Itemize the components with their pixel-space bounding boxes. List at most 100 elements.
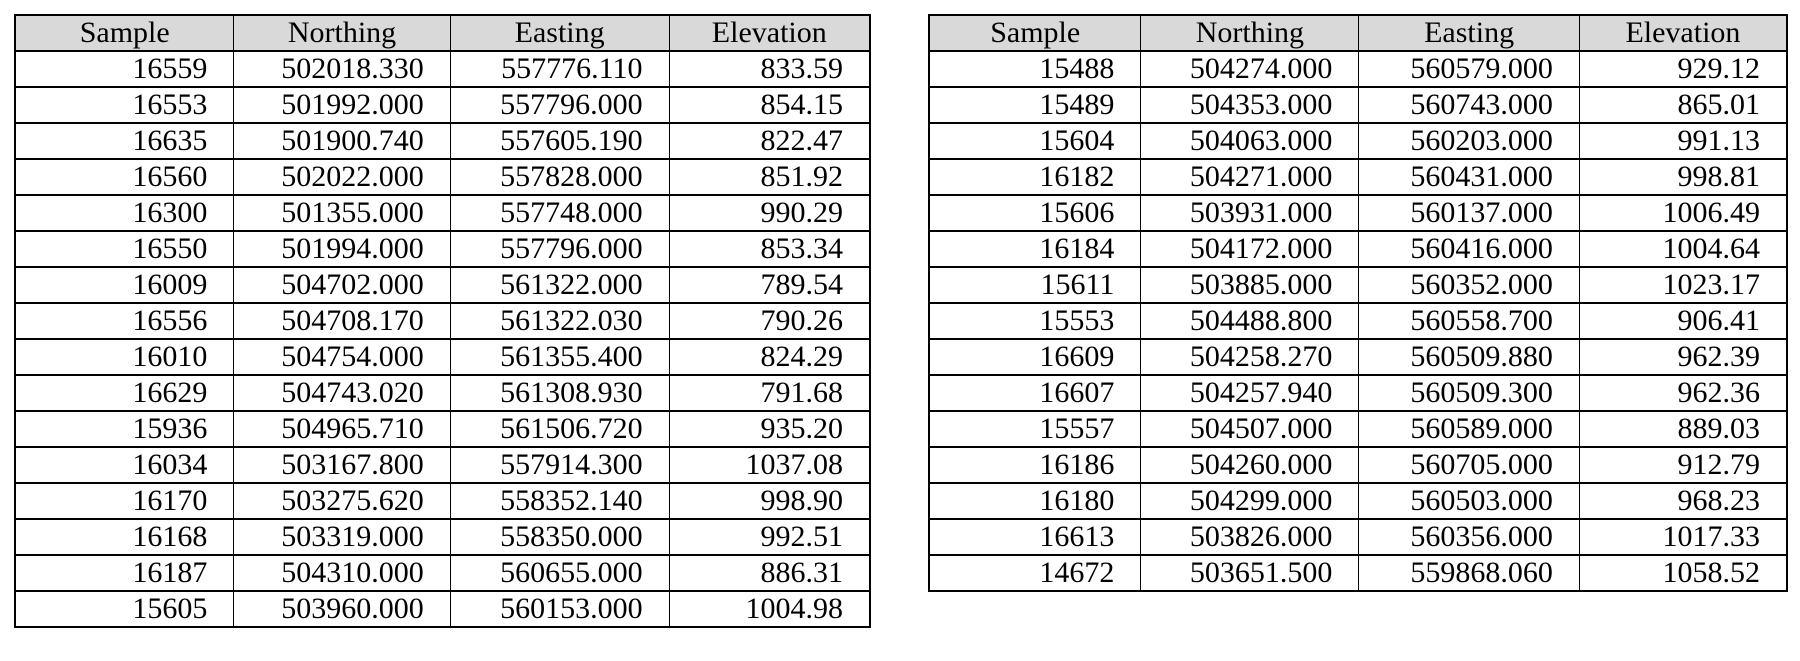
cell-elevation: 990.29: [668, 194, 871, 232]
cell-elevation: 1004.64: [1578, 230, 1788, 268]
cell-sample: 16186: [928, 446, 1142, 484]
cell-sample: 14672: [928, 554, 1142, 592]
column-header-elevation: Elevation: [1578, 14, 1788, 52]
cell-easting: 557796.000: [449, 86, 670, 124]
cell-elevation: 998.81: [1578, 158, 1788, 196]
table-row: 16170 503275.620 558352.140 998.90: [14, 482, 871, 520]
cell-easting: 560153.000: [449, 590, 670, 628]
cell-elevation: 824.29: [668, 338, 871, 376]
cell-easting: 560416.000: [1358, 230, 1580, 268]
cell-northing: 504965.710: [233, 410, 451, 448]
cell-northing: 503931.000: [1140, 194, 1360, 232]
cell-elevation: 992.51: [668, 518, 871, 556]
cell-northing: 504488.800: [1140, 302, 1360, 340]
cell-northing: 501900.740: [233, 122, 451, 160]
cell-northing: 501355.000: [233, 194, 451, 232]
cell-sample: 15606: [928, 194, 1142, 232]
cell-easting: 557776.110: [449, 50, 670, 88]
cell-northing: 501992.000: [233, 86, 451, 124]
cell-elevation: 889.03: [1578, 410, 1788, 448]
cell-elevation: 791.68: [668, 374, 871, 412]
cell-sample: 16187: [14, 554, 235, 592]
table-row: 16560 502022.000 557828.000 851.92: [14, 158, 871, 196]
sample-table-left-container: Sample Northing Easting Elevation 16559 5…: [14, 14, 871, 628]
cell-northing: 504258.270: [1140, 338, 1360, 376]
cell-easting: 561308.930: [449, 374, 670, 412]
cell-sample: 15489: [928, 86, 1142, 124]
cell-northing: 504708.170: [233, 302, 451, 340]
header-row: Sample Northing Easting Elevation: [928, 14, 1788, 52]
table-row: 15604 504063.000 560203.000 991.13: [928, 122, 1788, 160]
cell-elevation: 853.34: [668, 230, 871, 268]
cell-elevation: 998.90: [668, 482, 871, 520]
column-header-northing: Northing: [233, 14, 451, 52]
cell-easting: 561322.000: [449, 266, 670, 304]
cell-northing: 504260.000: [1140, 446, 1360, 484]
cell-easting: 560137.000: [1358, 194, 1580, 232]
cell-sample: 16180: [928, 482, 1142, 520]
cell-sample: 16560: [14, 158, 235, 196]
table-row: 14672 503651.500 559868.060 1058.52: [928, 554, 1788, 592]
table-row: 16168 503319.000 558350.000 992.51: [14, 518, 871, 556]
cell-elevation: 1023.17: [1578, 266, 1788, 304]
cell-elevation: 886.31: [668, 554, 871, 592]
cell-easting: 560579.000: [1358, 50, 1580, 88]
table-row: 16184 504172.000 560416.000 1004.64: [928, 230, 1788, 268]
table-row: 16629 504743.020 561308.930 791.68: [14, 374, 871, 412]
table-row: 16559 502018.330 557776.110 833.59: [14, 50, 871, 88]
cell-sample: 16607: [928, 374, 1142, 412]
column-header-easting: Easting: [1358, 14, 1580, 52]
sample-table-right: Sample Northing Easting Elevation 15488 5…: [928, 14, 1788, 592]
cell-elevation: 935.20: [668, 410, 871, 448]
column-header-sample: Sample: [928, 14, 1142, 52]
cell-elevation: 789.54: [668, 266, 871, 304]
cell-elevation: 962.36: [1578, 374, 1788, 412]
cell-elevation: 1058.52: [1578, 554, 1788, 592]
cell-easting: 557828.000: [449, 158, 670, 196]
cell-elevation: 865.01: [1578, 86, 1788, 124]
cell-northing: 503319.000: [233, 518, 451, 556]
cell-sample: 16182: [928, 158, 1142, 196]
table-row: 16182 504271.000 560431.000 998.81: [928, 158, 1788, 196]
cell-northing: 503885.000: [1140, 266, 1360, 304]
table-row: 16009 504702.000 561322.000 789.54: [14, 266, 871, 304]
table-row: 15488 504274.000 560579.000 929.12: [928, 50, 1788, 88]
table-row: 16010 504754.000 561355.400 824.29: [14, 338, 871, 376]
cell-easting: 557605.190: [449, 122, 670, 160]
cell-sample: 16550: [14, 230, 235, 268]
cell-easting: 561322.030: [449, 302, 670, 340]
cell-easting: 558350.000: [449, 518, 670, 556]
cell-elevation: 912.79: [1578, 446, 1788, 484]
column-header-easting: Easting: [449, 14, 670, 52]
cell-easting: 560509.880: [1358, 338, 1580, 376]
cell-sample: 16556: [14, 302, 235, 340]
cell-easting: 560431.000: [1358, 158, 1580, 196]
cell-easting: 560589.000: [1358, 410, 1580, 448]
cell-northing: 504507.000: [1140, 410, 1360, 448]
cell-sample: 15488: [928, 50, 1142, 88]
cell-sample: 15604: [928, 122, 1142, 160]
cell-easting: 557748.000: [449, 194, 670, 232]
sample-table-left: Sample Northing Easting Elevation 16559 5…: [14, 14, 871, 628]
cell-easting: 560356.000: [1358, 518, 1580, 556]
table-row: 16607 504257.940 560509.300 962.36: [928, 374, 1788, 412]
cell-northing: 503167.800: [233, 446, 451, 484]
cell-sample: 16009: [14, 266, 235, 304]
table-row: 15557 504507.000 560589.000 889.03: [928, 410, 1788, 448]
cell-elevation: 854.15: [668, 86, 871, 124]
cell-northing: 503960.000: [233, 590, 451, 628]
cell-sample: 15557: [928, 410, 1142, 448]
cell-elevation: 790.26: [668, 302, 871, 340]
cell-sample: 16170: [14, 482, 235, 520]
cell-elevation: 851.92: [668, 158, 871, 196]
cell-sample: 16553: [14, 86, 235, 124]
table-row: 15936 504965.710 561506.720 935.20: [14, 410, 871, 448]
cell-elevation: 962.39: [1578, 338, 1788, 376]
cell-northing: 502018.330: [233, 50, 451, 88]
cell-elevation: 1017.33: [1578, 518, 1788, 556]
cell-northing: 504299.000: [1140, 482, 1360, 520]
table-row: 16556 504708.170 561322.030 790.26: [14, 302, 871, 340]
table-row: 16609 504258.270 560509.880 962.39: [928, 338, 1788, 376]
table-row: 15489 504353.000 560743.000 865.01: [928, 86, 1788, 124]
cell-easting: 558352.140: [449, 482, 670, 520]
